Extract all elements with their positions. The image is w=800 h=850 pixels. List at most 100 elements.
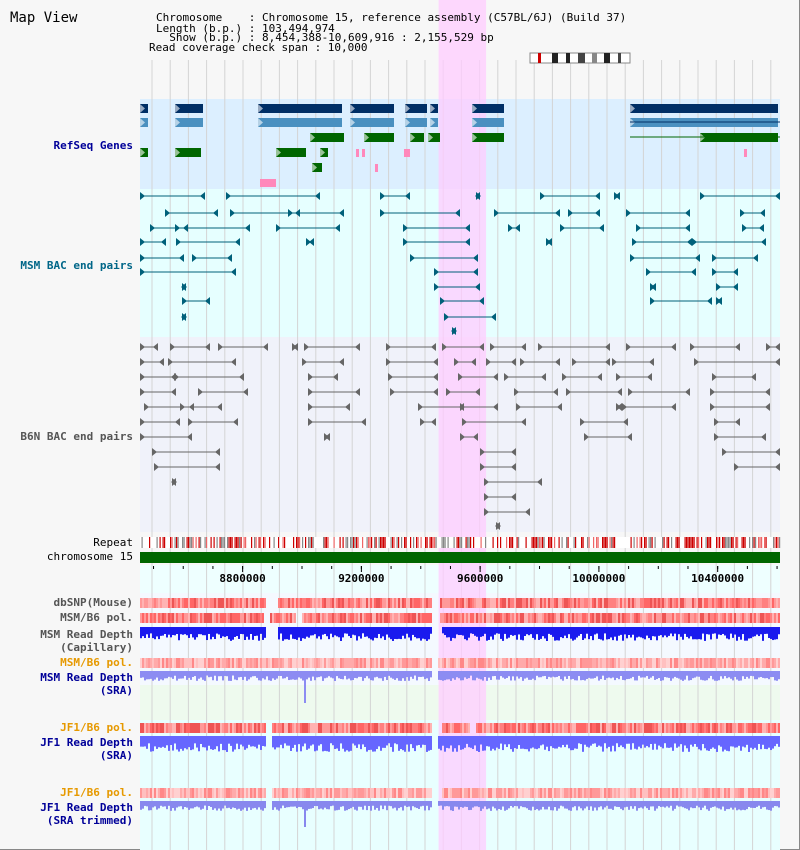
msm-bac-pair-end [630,254,635,262]
jf1-trim-pol-cell [430,788,432,798]
track-label-msm-b6-pol[interactable]: MSM/B6 pol. [60,611,133,624]
msm-bac-pair-end [547,238,552,246]
dbsnp-cell [294,598,296,608]
msm-sra-pol-cell [294,658,296,668]
msm-sra-depth-bar [692,671,694,679]
jf1-pol-cell [328,723,330,733]
jf1-sra-depth-bar [628,736,630,744]
track-label-jf1-b6-pol[interactable]: JF1/B6 pol. [60,721,133,734]
jf1-trim-pol-cell [496,788,498,798]
dbsnp-cell [424,598,426,608]
jf1-trim-pol-cell [630,788,632,798]
jf1-trim-pol-cell [462,788,464,798]
track-label-jf1-depth-trimmed[interactable]: JF1 Read Depth (SRA trimmed) [40,801,133,827]
jf1-trim-pol-cell [276,788,278,798]
msm-sra-depth-bar [636,671,638,681]
track-label-chromosome[interactable]: chromosome 15 [46,550,133,563]
jf1-sra-depth-bar [296,736,298,752]
track-label-dbsnp[interactable]: dbSNP(Mouse) [53,596,133,609]
repeat-element [339,537,341,548]
msm-sra-depth-bar [448,671,450,680]
msm-pol-cell [364,613,366,623]
jf1-trim-pol-cell [674,788,676,798]
msm-pol-cell [684,613,686,623]
jf1-trim-pol-cell [508,788,510,798]
jf1-sra-depth-bar [440,736,442,751]
jf1-trim-depth-bar [552,801,554,811]
jf1-pol-cell [396,723,398,733]
track-label-repeat[interactable]: Repeat [93,536,133,549]
msm-sra-depth-bar [574,671,576,681]
msm-bac-pair-end [712,254,717,262]
msm-sra-depth-bar [166,671,168,679]
jf1-pol-cell [554,723,556,733]
msm-pol-cell [548,613,550,623]
msm-sra-pol-cell [546,658,548,668]
jf1-trim-depth-bar [746,801,748,810]
dbsnp-cell [706,598,708,608]
jf1-pol-cell [422,723,424,733]
track-label-msm-bac[interactable]: MSM BAC end pairs [20,259,133,272]
b6n-bac-pair-end [616,373,621,381]
jf1-trim-depth-bar [160,801,162,806]
dbsnp-cell [230,598,232,608]
msm-capillary-depth-bar [662,627,664,638]
msm-pol-cell [708,613,710,623]
track-label-msm-depth-capillary[interactable]: MSM Read Depth (Capillary) [40,628,133,654]
track-label-msm-depth-sra[interactable]: MSM Read Depth (SRA) [40,671,133,697]
track-label-msm-b6-pol-sra[interactable]: MSM/B6 pol. [60,656,133,669]
dbsnp-cell [636,598,638,608]
msm-sra-depth-bar [420,671,422,677]
jf1-sra-depth-bar [642,736,644,745]
track-label-jf1-b6-pol-trim[interactable]: JF1/B6 pol. [60,786,133,799]
repeat-element [485,537,487,548]
dbsnp-cell [676,598,678,608]
repeat-element [692,537,694,548]
repeat-element [749,537,751,548]
repeat-element [693,537,695,548]
track-label-jf1-depth-sra[interactable]: JF1 Read Depth (SRA) [40,736,133,762]
axis-tick-label: 8800000 [219,572,265,585]
msm-pol-cell [286,613,288,623]
refseq-gene-arrow [258,104,263,113]
msm-sra-pol-cell [394,658,396,668]
repeat-element [596,537,598,548]
jf1-sra-depth-bar [638,736,640,747]
jf1-trim-pol-cell [692,788,694,798]
msm-sra-depth-bar [446,671,448,680]
msm-sra-pol-cell [328,658,330,668]
repeat-element [759,537,761,548]
msm-capillary-depth-bar [582,627,584,640]
jf1-trim-depth-bar [306,801,308,811]
jf1-trim-depth-bar [226,801,228,809]
msm-pol-cell [742,613,744,623]
jf1-trim-depth-bar [158,801,160,809]
msm-sra-depth-bar [422,671,424,677]
jf1-trim-pol-cell [732,788,734,798]
track-label-refseq[interactable]: RefSeq Genes [53,139,133,152]
msm-sra-depth-bar [710,671,712,676]
b6n-bac-pair-end [233,418,238,426]
dbsnp-cell [326,598,328,608]
msm-sra-pol-cell [762,658,764,668]
jf1-sra-depth-bar [342,736,344,749]
b6n-bac-pair-end [555,358,560,366]
track-label-b6n-bac[interactable]: B6N BAC end pairs [20,430,133,443]
msm-capillary-depth-bar [444,627,446,636]
jf1-trim-pol-cell [456,788,458,798]
msm-sra-pol-cell [576,658,578,668]
dbsnp-cell [178,598,180,608]
msm-capillary-depth-bar [498,627,500,634]
jf1-sra-depth-bar [586,736,588,747]
msm-capillary-depth-bar [588,627,590,640]
msm-sra-depth-bar [226,671,228,677]
jf1-trim-depth-bar [230,801,232,810]
msm-bac-pair-end [712,268,717,276]
jf1-sra-depth-bar [568,736,570,749]
dbsnp-cell [772,598,774,608]
msm-sra-depth-bar [656,671,658,680]
msm-sra-pol-cell [754,658,756,668]
jf1-trim-depth-bar [634,801,636,807]
msm-sra-pol-cell [506,658,508,668]
